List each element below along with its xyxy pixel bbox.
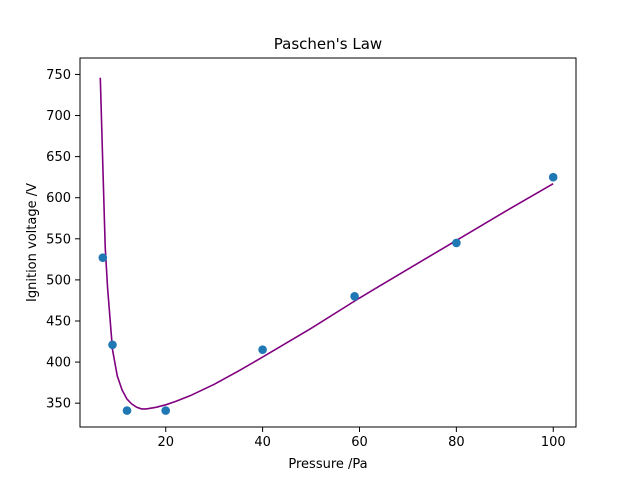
y-tick-label: 450: [46, 314, 71, 329]
y-tick-label: 350: [46, 397, 71, 412]
data-point: [161, 406, 170, 415]
fit-curve: [99, 77, 554, 410]
y-axis: 350 400 450 500 550 600 650 700 750: [46, 68, 80, 412]
y-tick-label: 750: [46, 68, 71, 83]
x-tick-label: 60: [351, 435, 368, 450]
data-point: [452, 238, 461, 248]
y-axis-label: Ignition voltage /V: [25, 183, 40, 302]
y-tick-label: 400: [46, 356, 71, 371]
x-tick-label: 40: [254, 435, 271, 450]
axes-frame: [79, 57, 577, 428]
data-point: [548, 172, 558, 182]
data-point: [258, 345, 267, 355]
y-tick-label: 650: [46, 150, 71, 165]
data-point: [98, 253, 108, 262]
x-axis: 20 40 60 80 100: [157, 427, 566, 450]
x-tick-label: 100: [541, 435, 566, 450]
y-tick-label: 550: [46, 232, 71, 247]
data-point: [122, 406, 132, 415]
data-point: [108, 340, 117, 350]
data-point: [350, 292, 359, 301]
y-tick-label: 600: [46, 191, 71, 206]
x-axis-label: Pressure /Pa: [288, 457, 367, 472]
plot-area: [98, 77, 558, 415]
y-tick-label: 700: [46, 109, 71, 124]
chart-title: Paschen's Law: [274, 35, 382, 53]
y-tick-label: 500: [46, 273, 71, 288]
x-tick-label: 80: [448, 435, 465, 450]
x-tick-label: 20: [157, 435, 174, 450]
